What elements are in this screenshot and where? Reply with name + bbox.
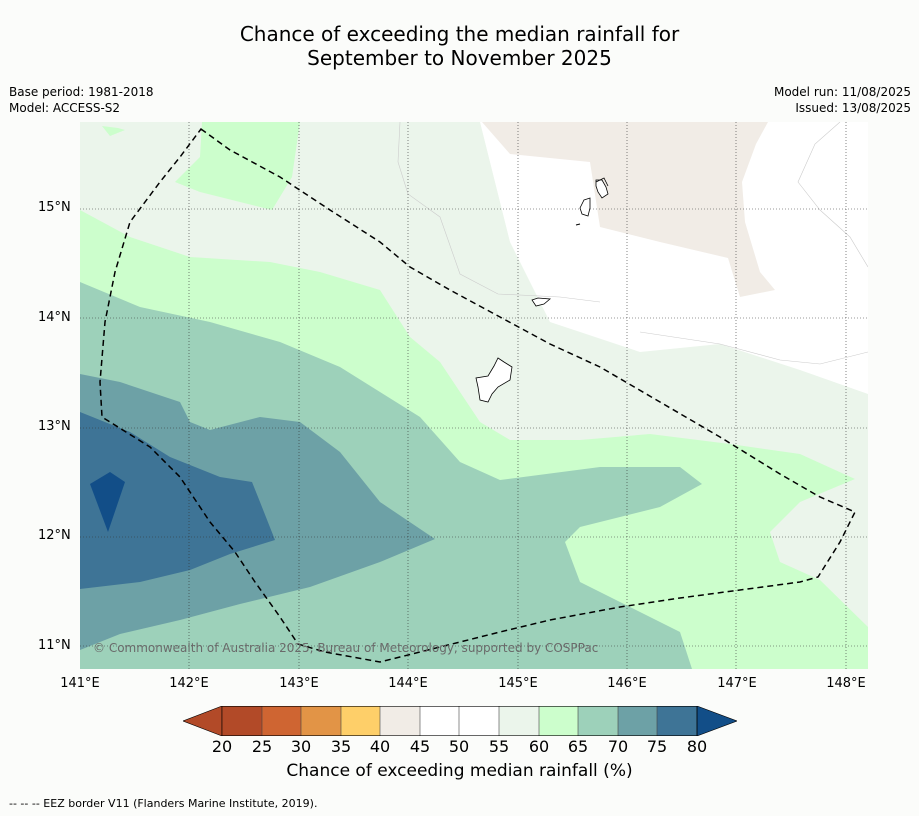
title-line-2: September to November 2025 <box>307 46 612 70</box>
colorbar-tick-25: 25 <box>251 737 273 756</box>
band-40 <box>482 122 775 297</box>
title-line-1: Chance of exceeding the median rainfall … <box>239 22 680 46</box>
colorbar-bin-30 <box>301 706 341 736</box>
colorbar <box>183 706 737 736</box>
colorbar-tick-35: 35 <box>330 737 352 756</box>
band-60-patch <box>175 122 300 210</box>
meta-left: Base period: 1981-2018 Model: ACCESS-S2 <box>9 84 154 116</box>
band-75 <box>80 412 275 589</box>
colorbar-tick-60: 60 <box>528 737 550 756</box>
model-name: Model: ACCESS-S2 <box>9 101 121 115</box>
lon-label-148: 148°E <box>826 676 866 691</box>
colorbar-tick-75: 75 <box>646 737 668 756</box>
contour-line <box>797 122 868 268</box>
meta-right: Model run: 11/08/2025 Issued: 13/08/2025 <box>774 84 911 116</box>
tinian-island <box>579 197 591 217</box>
guam-island <box>475 357 513 403</box>
contour-line <box>639 331 868 365</box>
lat-label-13: 13°N <box>38 419 71 434</box>
rota-island <box>531 297 552 307</box>
lat-label-11: 11°N <box>38 638 71 653</box>
contour-line <box>397 122 601 303</box>
colorbar-tick-20: 20 <box>211 737 233 756</box>
colorbar-outline <box>221 706 698 736</box>
colorbar-bin-40 <box>380 706 420 736</box>
colorbar-tick-40: 40 <box>369 737 391 756</box>
colorbar-bin-60 <box>539 706 579 736</box>
colorbar-tick-50: 50 <box>448 737 470 756</box>
colorbar-bin-45 <box>420 706 460 736</box>
eez-legend: -- -- -- EEZ border V11 (Flanders Marine… <box>9 797 318 810</box>
gridlines <box>80 122 868 669</box>
colorbar-bin-65 <box>578 706 618 736</box>
colorbar-bin-20 <box>222 706 262 736</box>
model-run: Model run: 11/08/2025 <box>773 85 911 99</box>
map-svg <box>80 122 868 669</box>
lon-label-143: 143°E <box>279 676 319 691</box>
islet <box>575 223 581 226</box>
copyright-text: © Commonwealth of Australia 2025, Bureau… <box>93 641 599 655</box>
lat-label-12: 12°N <box>38 528 71 543</box>
rainfall-map <box>80 122 868 669</box>
colorbar-tick-30: 30 <box>290 737 312 756</box>
colorbar-bin-50 <box>459 706 499 736</box>
lon-label-147: 147°E <box>717 676 757 691</box>
lon-label-145: 145°E <box>498 676 538 691</box>
colorbar-tick-65: 65 <box>567 737 589 756</box>
issued-date: Issued: 13/08/2025 <box>795 101 911 115</box>
map-title: Chance of exceeding the median rainfall … <box>0 22 919 70</box>
lon-label-142: 142°E <box>169 676 209 691</box>
colorbar-bin-75 <box>657 706 697 736</box>
colorbar-tick-80: 80 <box>686 737 708 756</box>
eez-border <box>99 127 857 663</box>
colorbar-bin-35 <box>341 706 381 736</box>
colorbar-dividers <box>261 706 658 736</box>
north-island <box>595 177 609 187</box>
colorbar-tick-70: 70 <box>607 737 629 756</box>
lon-label-146: 146°E <box>607 676 647 691</box>
lon-label-141: 141°E <box>60 676 100 691</box>
colorbar-label: Chance of exceeding median rainfall (%) <box>286 761 633 781</box>
colorbar-low-arrow <box>183 706 223 736</box>
colorbar-tick-45: 45 <box>409 737 431 756</box>
band-80 <box>90 472 125 532</box>
colorbar-bin-55 <box>499 706 539 736</box>
colorbar-tick-55: 55 <box>488 737 510 756</box>
base-period: Base period: 1981-2018 <box>9 85 154 99</box>
colorbar-bin-70 <box>618 706 658 736</box>
lat-label-15: 15°N <box>38 200 71 215</box>
lon-label-144: 144°E <box>388 676 428 691</box>
colorbar-bin-25 <box>262 706 302 736</box>
colorbar-high-arrow <box>696 706 737 736</box>
band-60-tiny <box>102 126 125 136</box>
saipan-island <box>595 179 609 199</box>
lat-label-14: 14°N <box>38 310 71 325</box>
